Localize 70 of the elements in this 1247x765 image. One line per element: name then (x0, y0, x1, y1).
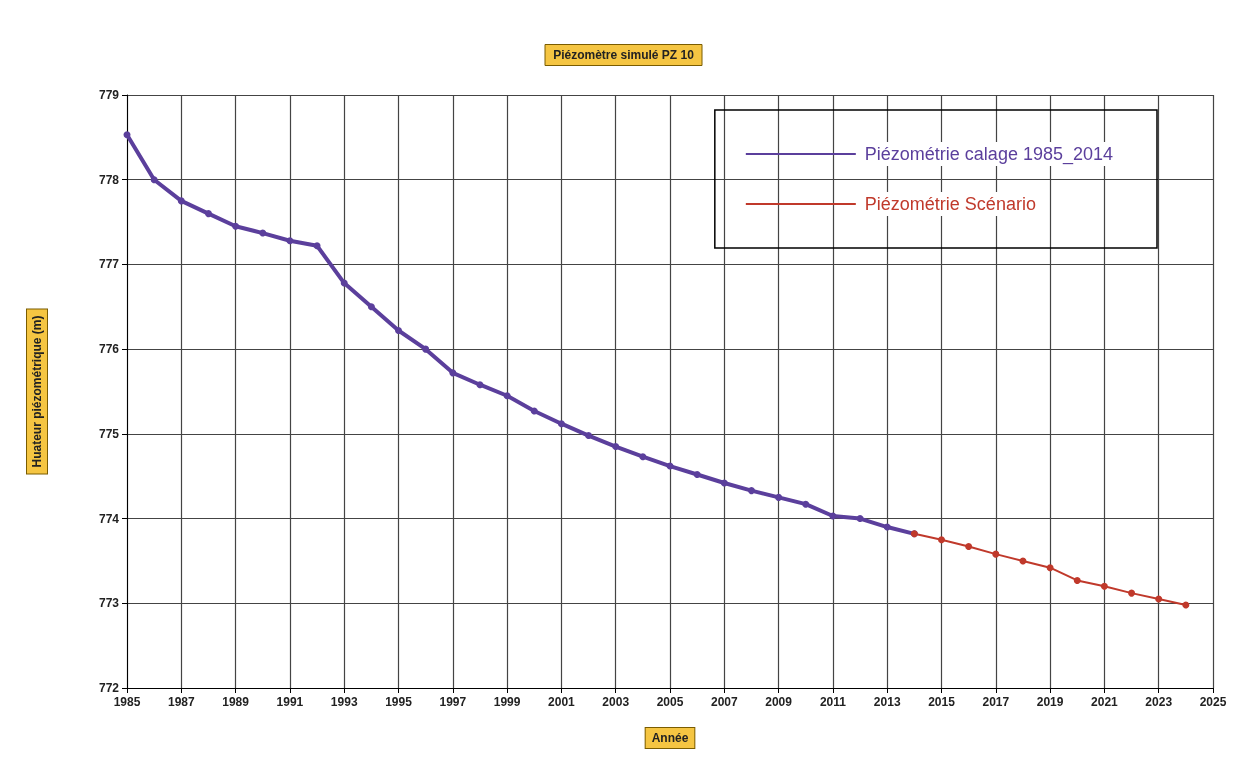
point (530, 407, 538, 415)
x-tick-label: 2011 (819, 695, 847, 709)
point (1100, 582, 1108, 590)
x-tick-label: 2017 (982, 695, 1010, 709)
point (992, 550, 1000, 558)
point (150, 176, 158, 184)
point (204, 210, 212, 218)
point (313, 242, 321, 250)
point (422, 345, 430, 353)
y-tick-label: 778 (98, 172, 120, 187)
x-tick-label: 2007 (710, 695, 738, 709)
point (585, 432, 593, 440)
x-tick-label: 2021 (1091, 695, 1119, 709)
point (802, 500, 810, 508)
point (856, 515, 864, 523)
point (1155, 595, 1163, 603)
y-tick-label: 775 (98, 426, 120, 441)
point (123, 131, 131, 139)
point (938, 536, 945, 544)
y-tick-label: 772 (98, 681, 120, 695)
text: Piézométrie Scénario (864, 194, 1036, 214)
y-tick-label: 777 (98, 257, 120, 272)
point (286, 237, 294, 245)
point (775, 493, 783, 501)
x-tick-label: 1997 (439, 695, 467, 709)
x-tick-label: 2019 (1036, 695, 1064, 709)
y-axis-title: Huateur piézométrique (m) (30, 315, 44, 468)
point (965, 543, 973, 551)
x-tick-label: 2005 (656, 695, 684, 709)
x-tick-label: 1985 (113, 695, 141, 709)
point (232, 222, 240, 230)
x-tick-label: 1991 (276, 695, 304, 709)
x-axis-title: Année (651, 731, 689, 745)
point (1128, 589, 1136, 597)
point (1073, 576, 1081, 584)
x-tick-label: 2003 (602, 695, 630, 709)
point (395, 327, 402, 334)
text: Piézométrie calage 1985_2014 (864, 144, 1114, 165)
point (720, 479, 728, 487)
y-tick-label: 773 (98, 596, 120, 611)
point (1046, 564, 1054, 572)
x-tick-label: 1989 (222, 695, 250, 709)
point (177, 197, 185, 205)
x-tick-label: 2013 (873, 695, 901, 709)
point (449, 369, 457, 377)
point (747, 487, 755, 495)
x-tick-label: 1995 (385, 695, 413, 709)
x-tick-label: 2009 (765, 695, 793, 709)
point (612, 443, 620, 451)
y-tick-label: 776 (98, 342, 120, 357)
x-tick-label: 2001 (548, 695, 576, 709)
point (503, 392, 511, 400)
point (259, 229, 267, 237)
point (476, 381, 484, 389)
chart-title: Piézomètre simulé PZ 10 (553, 48, 695, 62)
x-tick-label: 2023 (1145, 695, 1173, 709)
x-tick-label: 1987 (167, 695, 195, 709)
point (693, 471, 701, 479)
x-tick-label: 2025 (1199, 695, 1227, 709)
x-tick-label: 1993 (330, 695, 358, 709)
point (557, 420, 565, 428)
point (883, 523, 891, 531)
point (1182, 601, 1190, 609)
x-tick-label: 1999 (493, 695, 521, 709)
point (367, 303, 375, 311)
y-tick-label: 774 (98, 511, 120, 526)
point (340, 279, 348, 287)
y-tick-label: 779 (98, 88, 120, 102)
point (639, 453, 647, 461)
x-tick-label: 2015 (928, 695, 956, 709)
